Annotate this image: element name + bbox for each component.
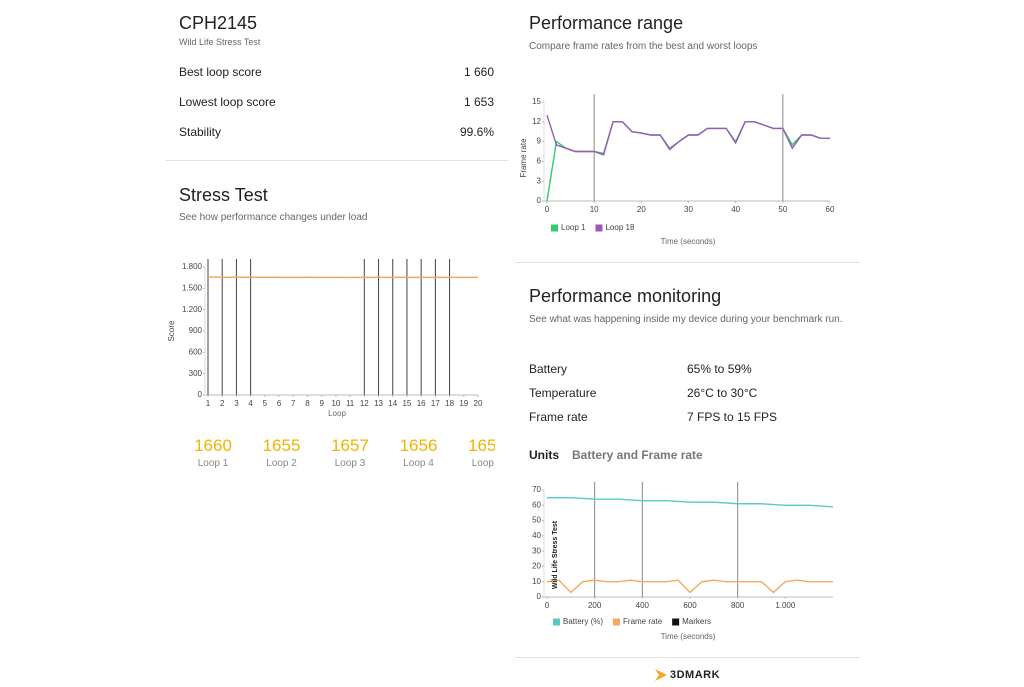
x-tick-label: 15 [402, 399, 411, 408]
y-tick-label: 1.500 [182, 283, 203, 292]
series-line [547, 498, 833, 507]
x-tick-label: 0 [545, 601, 550, 610]
y-axis-label: Score [167, 320, 176, 341]
legend-swatch [672, 619, 679, 626]
x-tick-label: 0 [545, 205, 550, 214]
y-tick-label: 600 [189, 347, 203, 356]
legend-swatch [553, 619, 560, 626]
x-tick-label: 12 [360, 399, 369, 408]
x-tick-label: 40 [731, 205, 740, 214]
x-tick-label: 16 [417, 399, 426, 408]
legend-label: Frame rate [623, 617, 663, 626]
x-tick-label: 30 [684, 205, 693, 214]
y-tick-label: 20 [532, 562, 541, 571]
x-tick-label: 3 [234, 399, 239, 408]
y-axis-label: Frame rate [519, 138, 528, 178]
x-tick-label: 50 [778, 205, 787, 214]
legend-label: Battery (%) [563, 617, 603, 626]
x-tick-label: 13 [374, 399, 383, 408]
x-tick-label: 9 [319, 399, 324, 408]
x-tick-label: 7 [291, 399, 296, 408]
y-tick-label: 40 [532, 531, 541, 540]
x-tick-label: 2 [220, 399, 225, 408]
y-tick-label: 10 [532, 577, 541, 586]
series-line [547, 122, 830, 201]
legend-label: Loop 1 [561, 223, 586, 232]
y-tick-label: 50 [532, 516, 541, 525]
x-tick-label: 20 [474, 399, 483, 408]
x-tick-label: 8 [305, 399, 310, 408]
x-tick-label: 5 [263, 399, 268, 408]
x-tick-label: 1 [206, 399, 211, 408]
series-line [547, 115, 830, 155]
x-axis-label: Loop [328, 409, 346, 418]
y-tick-label: 1.800 [182, 262, 203, 271]
legend-swatch [595, 225, 602, 232]
legend-label: Loop 18 [605, 223, 634, 232]
x-tick-label: 4 [248, 399, 253, 408]
x-tick-label: 1.000 [775, 601, 796, 610]
y-tick-label: 3 [537, 176, 542, 185]
y-tick-label: 9 [537, 137, 542, 146]
legend-swatch [613, 619, 620, 626]
series-line [547, 580, 833, 592]
y-tick-label: 300 [189, 369, 203, 378]
x-tick-label: 14 [388, 399, 397, 408]
x-tick-label: 19 [459, 399, 468, 408]
y-tick-label: 6 [537, 157, 542, 166]
x-tick-label: 200 [588, 601, 602, 610]
y-tick-label: 0 [198, 390, 203, 399]
x-tick-label: 600 [683, 601, 697, 610]
x-tick-label: 11 [346, 399, 355, 408]
y-tick-label: 60 [532, 500, 541, 509]
y-tick-label: 0 [537, 196, 542, 205]
y-axis-label: Wild Life Stress Test [552, 520, 559, 589]
x-tick-label: 18 [445, 399, 454, 408]
x-axis-label: Time (seconds) [661, 237, 716, 246]
x-tick-label: 60 [826, 205, 835, 214]
legend-swatch [551, 225, 558, 232]
y-tick-label: 900 [189, 326, 203, 335]
y-tick-label: 70 [532, 485, 541, 494]
y-tick-label: 12 [532, 117, 541, 126]
y-tick-label: 0 [537, 592, 542, 601]
y-tick-label: 15 [532, 97, 541, 106]
x-tick-label: 800 [731, 601, 745, 610]
x-axis-label: Time (seconds) [661, 632, 716, 641]
x-tick-label: 10 [331, 399, 340, 408]
x-tick-label: 17 [431, 399, 440, 408]
x-tick-label: 400 [636, 601, 650, 610]
y-tick-label: 1.200 [182, 305, 203, 314]
x-tick-label: 20 [637, 205, 646, 214]
x-tick-label: 10 [590, 205, 599, 214]
x-tick-label: 6 [277, 399, 282, 408]
y-tick-label: 30 [532, 546, 541, 555]
legend-label: Markers [682, 617, 711, 626]
